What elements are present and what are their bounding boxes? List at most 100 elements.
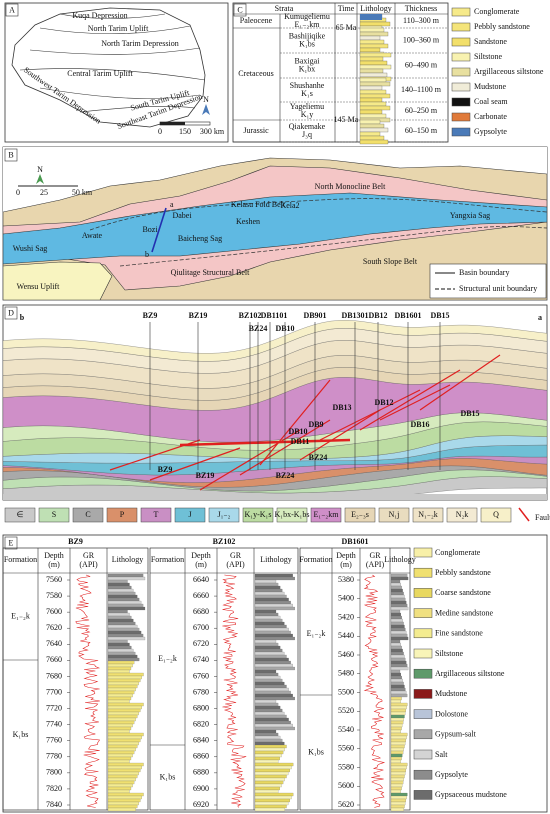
lithology-bed (107, 573, 144, 578)
lithology-bed (107, 711, 139, 716)
lithology-bed (254, 780, 284, 785)
lithology-bed (254, 615, 281, 620)
lithology-bed (107, 717, 136, 722)
label: K₁bs (299, 39, 315, 48)
label: Qiakemake (289, 122, 326, 131)
label: 100–360 m (403, 35, 440, 44)
label: 7560 (46, 575, 62, 584)
swatch (451, 22, 471, 32)
lithology-bed (107, 603, 144, 608)
lithology-bed (107, 705, 143, 710)
lithology-bed (390, 705, 407, 710)
region-boundary (59, 13, 166, 19)
lithology-bed (254, 669, 277, 674)
label: K₁bs (13, 730, 29, 739)
label: (API) (79, 560, 98, 569)
lithology-bed (107, 669, 130, 674)
lithology-bed (254, 663, 293, 668)
lithology-bed (107, 738, 141, 743)
lithology-bed (107, 630, 142, 635)
label: DB16 (410, 420, 429, 429)
lithology-bed (390, 702, 408, 707)
lithology-strip (359, 97, 383, 103)
lithology-bed (390, 708, 406, 713)
label: 300 km (200, 127, 225, 136)
lithology-bed (254, 582, 279, 587)
label: GR (83, 551, 95, 560)
swatch (413, 668, 433, 679)
lithology-bed (107, 618, 134, 623)
label: DB901 (303, 311, 326, 320)
lithology-bed (390, 630, 407, 635)
gr-curve (222, 574, 247, 808)
lithology-bed (254, 768, 291, 773)
label: b (20, 313, 25, 322)
label: N₂k (456, 510, 469, 519)
lithology-bed (390, 765, 407, 770)
lithology-bed (254, 723, 293, 728)
lithology-bed (254, 750, 284, 755)
lithology-bed (107, 588, 134, 593)
lithology-bed (254, 798, 291, 803)
fault (359, 369, 461, 431)
lithology-bed (107, 774, 138, 779)
log-frame (299, 547, 411, 811)
lithology-bed (107, 633, 144, 638)
lithology-bed (390, 756, 402, 761)
lithology-bed (390, 645, 402, 650)
lithology-bed (254, 618, 283, 623)
label: Baxigai (295, 56, 321, 65)
swatch (480, 507, 512, 523)
label: Kelasu Fold Belt (231, 200, 286, 209)
lithology-bed (107, 768, 141, 773)
label: Lithology (360, 4, 392, 13)
lithology-bed (390, 675, 402, 680)
region-boundary (19, 68, 206, 81)
swatch (413, 689, 433, 699)
lithology-bed (254, 714, 287, 719)
lithology-bed (107, 684, 138, 689)
lithology-bed (390, 573, 408, 578)
label: 6660 (193, 591, 209, 600)
swatch (72, 507, 104, 523)
label: 7680 (46, 671, 62, 680)
swatch (451, 82, 471, 92)
lithology-bed (390, 672, 401, 677)
region-boundary (29, 47, 201, 55)
label: BZ9 (158, 465, 173, 474)
label: Gypsolyte (435, 770, 468, 779)
label: North Tarim Uplift (88, 24, 149, 33)
label: Gypsaceous mudstone (435, 790, 507, 799)
lithology-bed (390, 579, 401, 584)
lithology-bed (254, 666, 296, 671)
lithology-bed (254, 774, 287, 779)
structural-boundary (89, 198, 547, 231)
lithology-bed (254, 762, 294, 767)
lithology-bed (254, 777, 285, 782)
lithology-bed (390, 633, 408, 638)
lithology-strip (359, 113, 387, 119)
lithology-bed (390, 648, 403, 653)
label: N₁₋₂k (418, 510, 438, 519)
lithology-bed (107, 807, 136, 812)
gr-curve (363, 574, 386, 808)
label: Q (493, 510, 499, 519)
lithology-strip (359, 109, 383, 115)
lithology-bed (254, 636, 296, 641)
label: 6880 (193, 768, 209, 777)
lithology-bed (254, 642, 279, 647)
lithology-bed (390, 639, 401, 644)
fault-legend (518, 507, 530, 522)
lithology-strip (359, 131, 381, 137)
lithology-bed (107, 591, 136, 596)
lithology-bed (390, 792, 408, 797)
lithology-bed (254, 711, 285, 716)
label: DB10 (275, 324, 294, 333)
lithology-bed (390, 651, 404, 656)
label: Dabei (172, 211, 192, 220)
label: Depth (191, 551, 211, 560)
label: 7800 (46, 768, 62, 777)
label: BZ19 (189, 311, 208, 320)
lithology-bed (107, 696, 132, 701)
swatch (276, 507, 308, 523)
